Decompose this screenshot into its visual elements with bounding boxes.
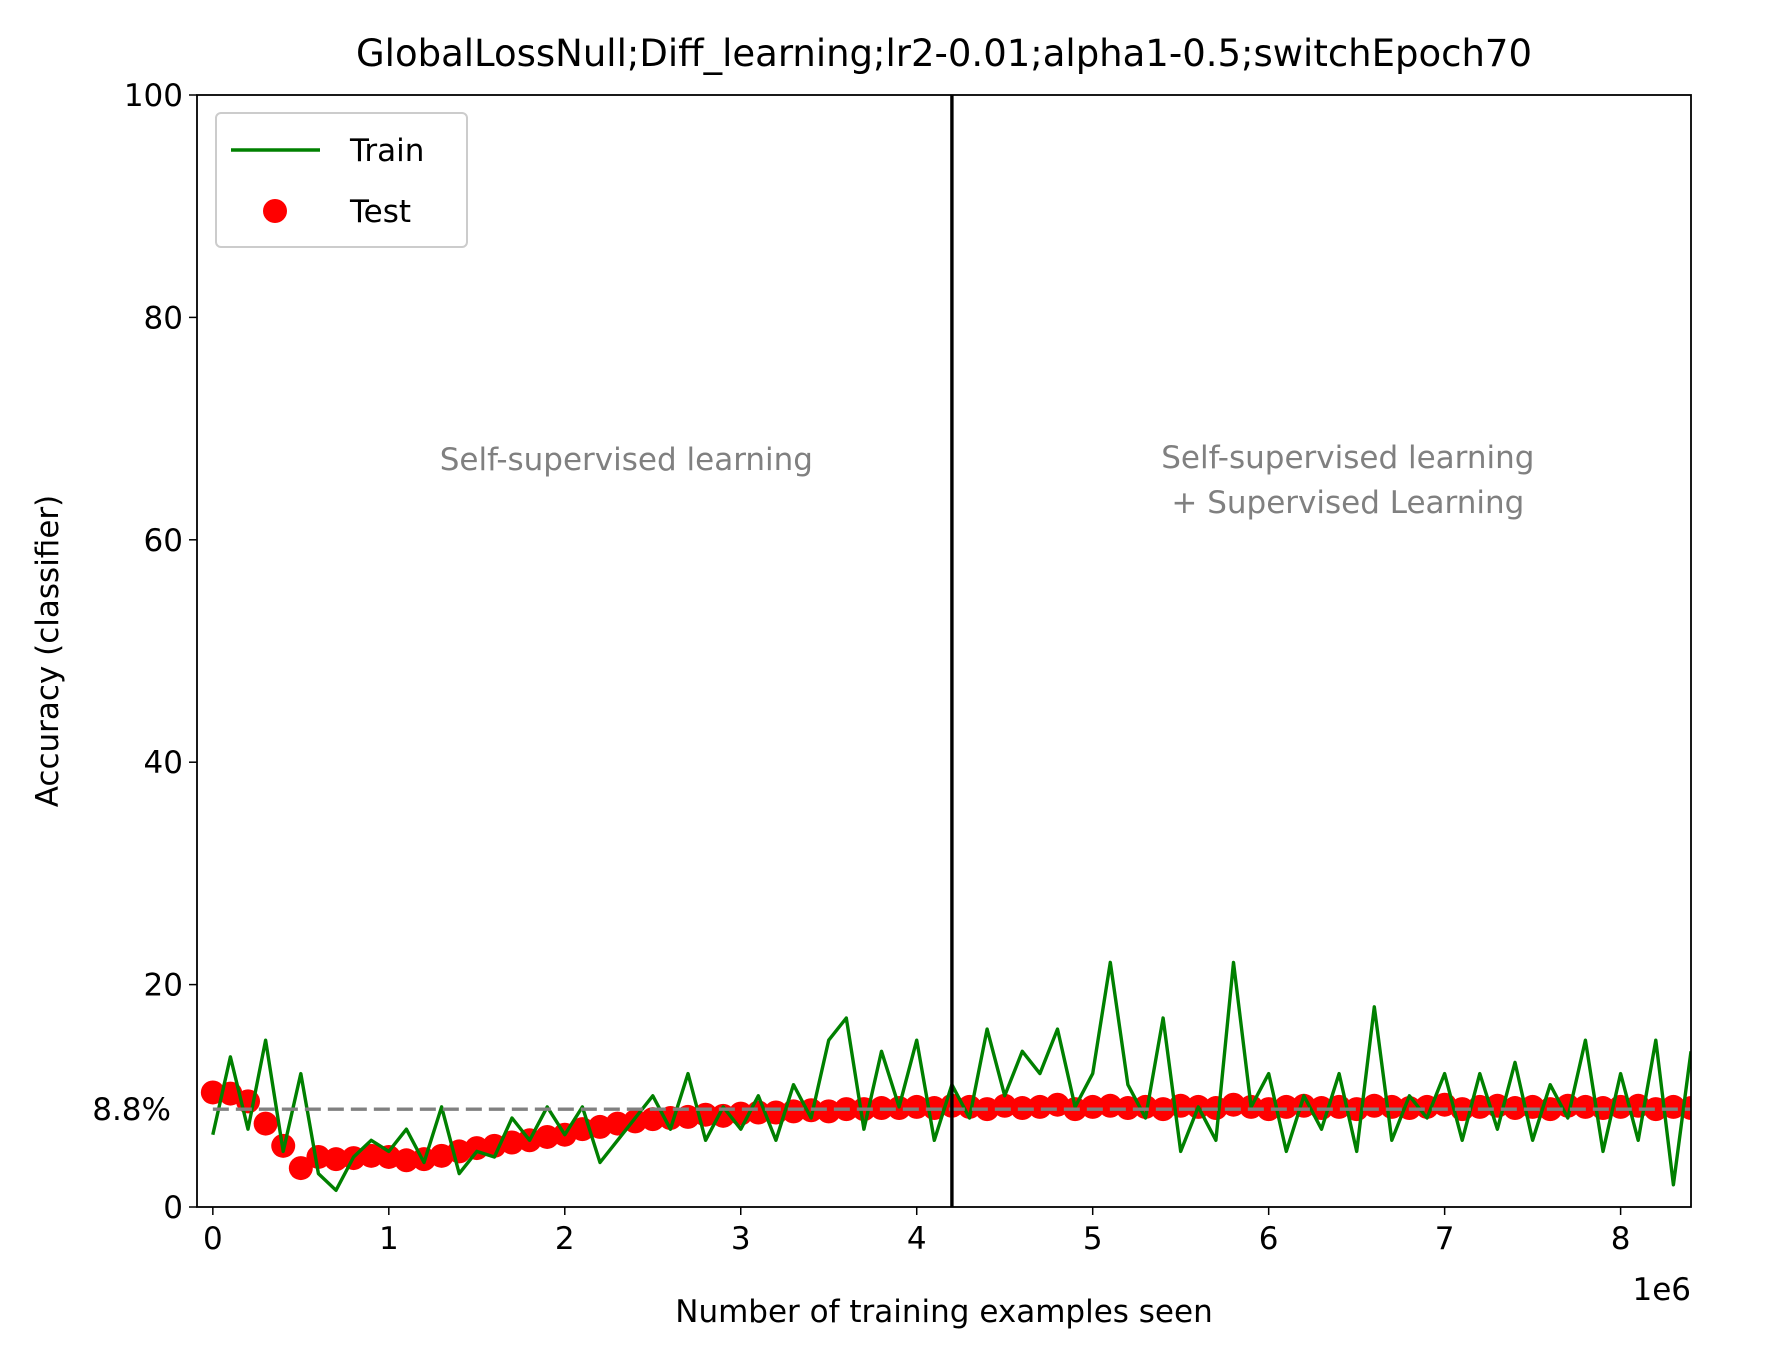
y-tick-label: 100 [124, 78, 183, 114]
test-point [288, 1156, 313, 1181]
annotation: Self-supervised learning [1161, 440, 1534, 476]
test-point [675, 1104, 700, 1129]
x-tick-label: 5 [1083, 1221, 1103, 1257]
test-point [253, 1111, 278, 1136]
legend-swatch [263, 199, 287, 223]
test-point [1661, 1094, 1686, 1119]
test-point [640, 1107, 665, 1132]
test-point [1027, 1094, 1052, 1119]
test-point [499, 1130, 524, 1155]
axes-frame [196, 94, 1692, 1208]
x-tick-label: 0 [203, 1221, 223, 1257]
x-tick-label: 6 [1259, 1221, 1279, 1257]
legend-box [215, 112, 468, 248]
x-tick-label: 3 [731, 1221, 751, 1257]
test-point [904, 1094, 929, 1119]
annotation: Self-supervised learning [440, 442, 813, 478]
x-tick-label: 8 [1611, 1221, 1631, 1257]
test-point [957, 1094, 982, 1119]
test-point [200, 1080, 225, 1105]
test-point [1274, 1094, 1299, 1119]
x-offset-label: 1e6 [1632, 1272, 1691, 1308]
annotation: + Supervised Learning [1171, 485, 1524, 521]
x-tick-label: 7 [1435, 1221, 1455, 1257]
x-tick-label: 1 [379, 1221, 399, 1257]
test-point [816, 1099, 841, 1124]
test-point [394, 1148, 419, 1173]
test-point [324, 1147, 349, 1172]
x-tick-label: 2 [555, 1221, 575, 1257]
y-tick-label: 0 [163, 1190, 183, 1226]
test-point [1080, 1094, 1105, 1119]
test-point [306, 1144, 331, 1169]
y-tick-label: 40 [144, 745, 183, 781]
y-tick-label: 20 [144, 968, 183, 1004]
y-tick-label: 60 [144, 523, 183, 559]
test-point [1555, 1093, 1580, 1118]
legend-label: Test [349, 194, 411, 230]
test-point [992, 1093, 1017, 1118]
legend: Train Test [215, 112, 468, 248]
chart-title: GlobalLossNull;Diff_learning;lr2-0.01;al… [356, 32, 1532, 75]
test-point [605, 1111, 630, 1136]
reference-label: 8.8% [92, 1092, 171, 1128]
test-point [1115, 1096, 1140, 1121]
x-tick-label: 4 [907, 1221, 927, 1257]
test-point [1133, 1094, 1158, 1119]
test-point [535, 1124, 560, 1149]
y-tick-label: 80 [144, 300, 183, 336]
legend-label: Train [349, 133, 424, 169]
test-point [1098, 1093, 1123, 1118]
test-point [1362, 1093, 1387, 1118]
test-point [1573, 1094, 1598, 1119]
test-point [359, 1143, 384, 1168]
y-axis-label: Accuracy (classifier) [30, 495, 66, 807]
plot-area [200, 960, 1691, 1192]
x-axis-label: Number of training examples seen [675, 1294, 1212, 1330]
